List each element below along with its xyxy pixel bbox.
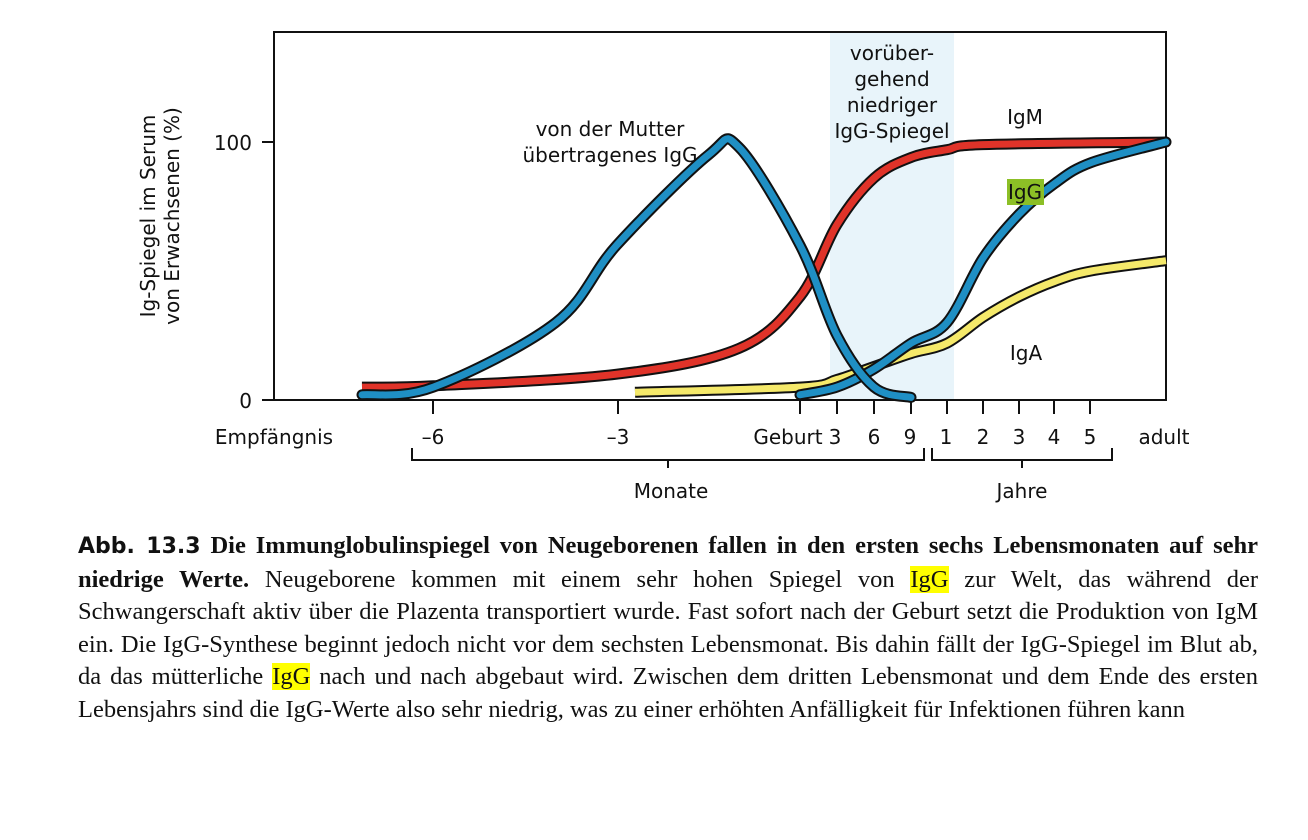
series-label-iga: IgA — [1010, 341, 1043, 365]
plot-frame — [273, 31, 1167, 401]
chart: 100 0 Ig-Spiegel im Serum von Erwachsene… — [136, 31, 1190, 503]
series-label-igm: IgM — [1007, 105, 1043, 129]
x-tick-marks — [432, 400, 1091, 414]
shaded-region-label-line-1: vorüber- — [850, 41, 934, 65]
series-label-igg: IgG — [1008, 180, 1042, 204]
x-tick-label-y3: 3 — [1013, 425, 1026, 449]
caption-label: Abb. 13.3 — [78, 534, 201, 559]
x-tick-label-m9: 9 — [904, 425, 917, 449]
x-tick-label-m-6: –6 — [422, 425, 445, 449]
caption-highlight-1: IgG — [910, 565, 949, 593]
shaded-region-label-line-3: niedriger — [847, 93, 938, 117]
x-tick-label-y1: 1 — [940, 425, 953, 449]
years-bracket — [931, 448, 1113, 468]
y-tick-label-100: 100 — [214, 131, 252, 155]
x-tick-label-m-3: –3 — [607, 425, 630, 449]
maternal-igg-label-line-1: von der Mutter — [536, 117, 686, 141]
shaded-region-label-line-4: IgG-Spiegel — [834, 119, 949, 143]
caption-title: Die Immunglobulinspiegel von Neugeborene… — [78, 532, 1259, 593]
y-axis-label-line-2: von Erwachsenen (%) — [160, 107, 184, 325]
maternal-igg-label-line-2: übertragenes IgG — [522, 143, 697, 167]
x-tick-label-conception: Empfängnis — [215, 425, 333, 449]
y-axis-label-line-1: Ig-Spiegel im Serum — [136, 115, 160, 318]
caption-text-1: Neugeborene kommen mit einem sehr hohen … — [264, 565, 895, 593]
x-tick-labels: Empfängnis –6 –3 Geburt 3 6 9 1 2 3 4 5 adult — [215, 425, 1190, 449]
series-line-igm-fill — [361, 138, 1167, 391]
series-line-igg-child-fill — [796, 138, 1170, 399]
x-tick-label-y5: 5 — [1084, 425, 1097, 449]
series-line-iga-fill — [634, 257, 1167, 396]
caption-highlight-2: IgG — [272, 663, 311, 690]
x-tick-label-y2: 2 — [977, 425, 990, 449]
caption-text-2: zur Welt, das während der Schwangerschaf… — [78, 565, 1259, 691]
y-tick-label-0: 0 — [239, 389, 252, 413]
y-axis-label: Ig-Spiegel im Serum von Erwachsenen (%) — [136, 107, 184, 325]
months-bracket — [411, 448, 925, 468]
shaded-region-label-line-2: gehend — [854, 67, 929, 91]
series-label-igg-highlight — [1007, 179, 1044, 205]
caption-text-3: nach und nach abgebaut wird. Zwischen de… — [78, 663, 1259, 723]
series-line-igg-maternal-fill — [358, 135, 915, 401]
series-line-igg-maternal — [356, 133, 917, 403]
x-tick-label-m6: 6 — [868, 425, 881, 449]
months-bracket-label: Monate — [634, 479, 709, 503]
chart-svg: 100 0 Ig-Spiegel im Serum von Erwachsene… — [136, 31, 1190, 503]
x-tick-label-adult: adult — [1138, 425, 1189, 449]
figure-caption: Abb. 13.3 Die Immunglobulinspiegel von N… — [78, 530, 1258, 726]
x-tick-label-birth: Geburt — [753, 425, 822, 449]
years-bracket-label: Jahre — [995, 479, 1048, 503]
x-tick-label-y4: 4 — [1048, 425, 1061, 449]
x-tick-label-m3: 3 — [829, 425, 842, 449]
